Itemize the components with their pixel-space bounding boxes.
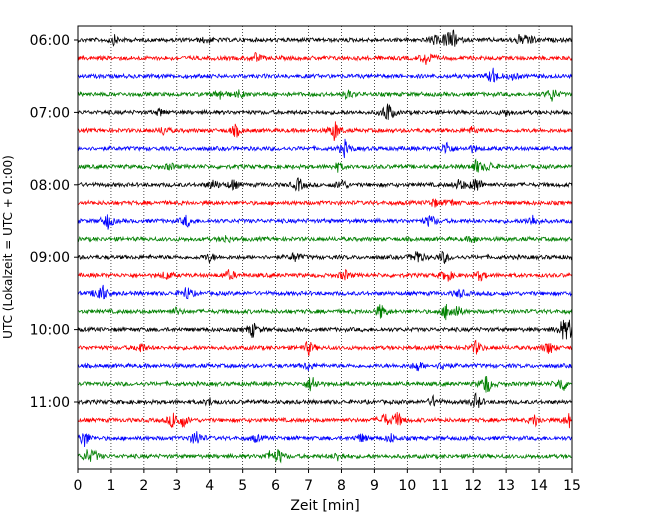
y-tick-label: 07:00 <box>30 105 70 121</box>
trace-row <box>77 284 573 300</box>
x-tick-label: 8 <box>337 478 346 494</box>
trace-row <box>77 158 573 173</box>
y-tick-label: 11:00 <box>30 395 70 411</box>
trace-row <box>77 361 573 372</box>
grid-lines <box>110 26 540 469</box>
x-axis-label: Zeit [min] <box>290 498 359 514</box>
trace-row <box>77 448 573 464</box>
seismic-traces <box>77 29 573 464</box>
x-tick-label: 13 <box>497 478 515 494</box>
x-tick-label: 12 <box>464 478 482 494</box>
trace-row <box>77 412 573 429</box>
y-axis: 06:00 07:00 08:00 09:00 10:00 11:00 <box>30 33 78 411</box>
y-axis-label: UTC (Lokalzeit = UTC + 01:00) <box>1 155 15 339</box>
trace-row <box>77 138 573 159</box>
trace-row <box>77 235 573 244</box>
x-tick-label: 5 <box>238 478 247 494</box>
plot-frame <box>77 25 573 470</box>
x-tick-label: 0 <box>74 478 83 494</box>
trace-row <box>77 431 573 448</box>
trace-row <box>77 121 573 141</box>
trace-row <box>77 67 573 83</box>
x-tick-label: 14 <box>530 478 548 494</box>
trace-row <box>77 268 573 282</box>
x-tick-label: 11 <box>431 478 449 494</box>
trace-row <box>77 339 573 357</box>
trace-row <box>77 214 573 230</box>
trace-row <box>77 304 573 321</box>
y-tick-label: 09:00 <box>30 250 70 266</box>
trace-row <box>77 250 573 264</box>
y-tick-label: 06:00 <box>30 33 70 49</box>
x-tick-label: 7 <box>304 478 313 494</box>
trace-row <box>77 392 573 409</box>
x-axis: 0 1 2 3 4 5 6 7 8 9 10 11 12 13 14 15 <box>74 469 581 494</box>
x-tick-label: 4 <box>205 478 214 494</box>
trace-row <box>77 198 573 208</box>
x-tick-label: 2 <box>139 478 148 494</box>
trace-row <box>77 319 573 340</box>
trace-row <box>77 103 573 120</box>
trace-row <box>77 89 573 102</box>
x-tick-label: 9 <box>370 478 379 494</box>
y-tick-label: 10:00 <box>30 323 70 339</box>
trace-row <box>77 177 573 192</box>
trace-row <box>77 52 573 65</box>
y-tick-label: 08:00 <box>30 178 70 194</box>
x-tick-label: 3 <box>172 478 181 494</box>
x-tick-label: 10 <box>398 478 416 494</box>
x-tick-label: 6 <box>271 478 280 494</box>
trace-row <box>77 29 573 47</box>
trace-row <box>77 375 573 393</box>
x-tick-label: 15 <box>563 478 581 494</box>
x-tick-label: 1 <box>106 478 115 494</box>
